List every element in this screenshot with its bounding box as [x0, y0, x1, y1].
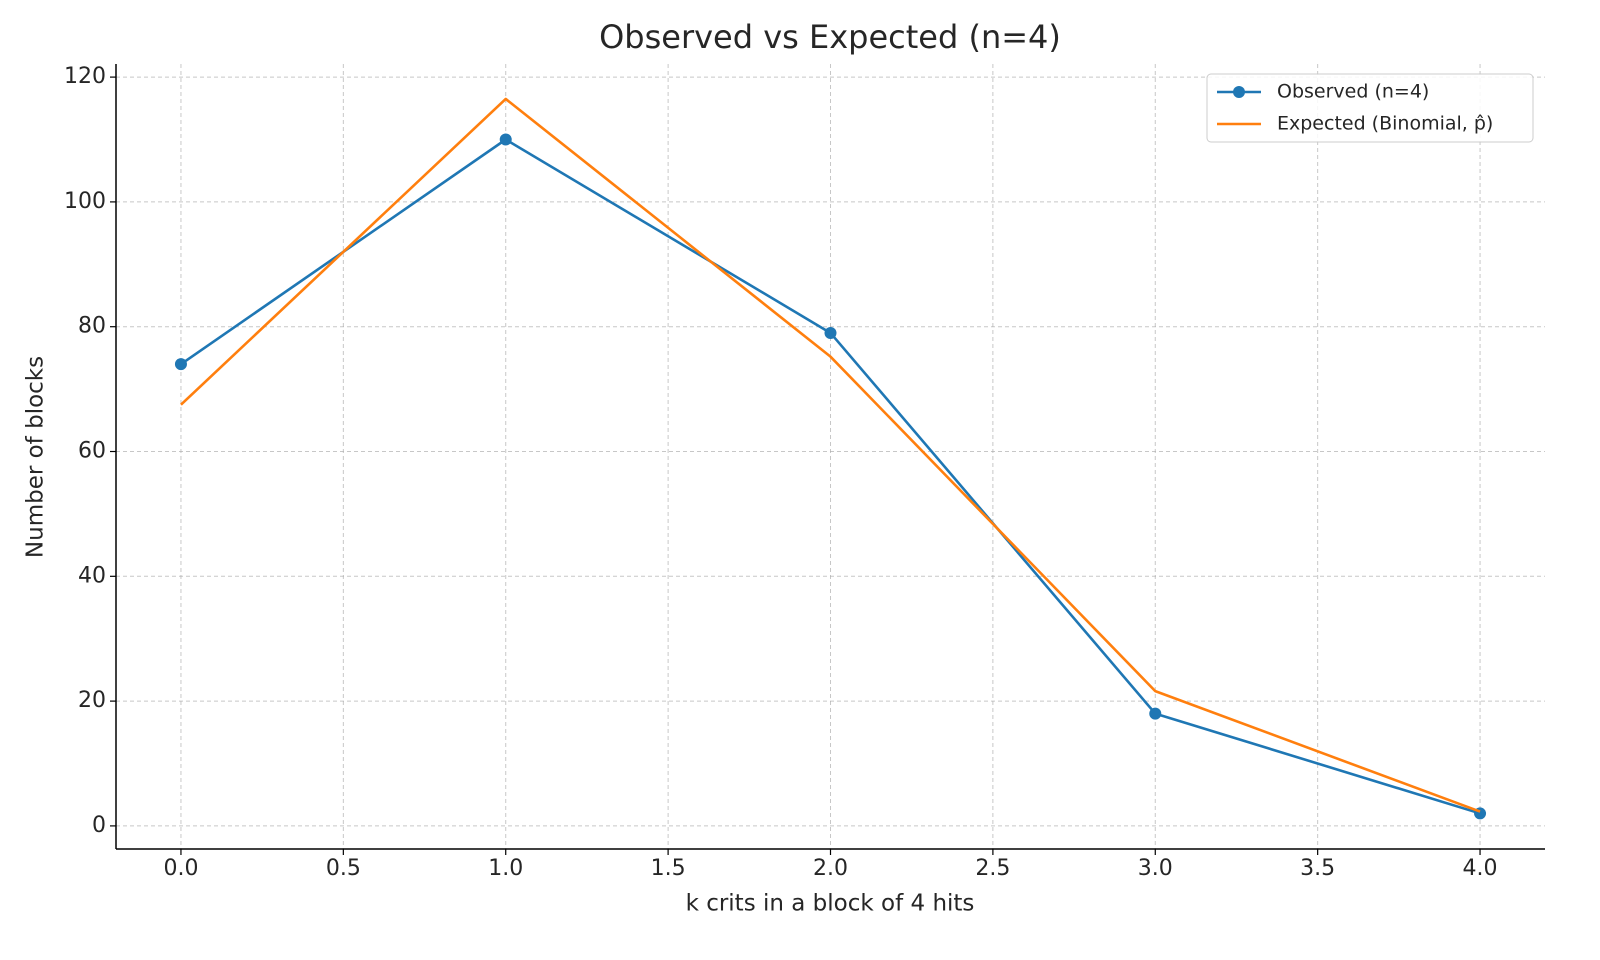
x-tick-label: 2.5 — [975, 856, 1010, 881]
legend-marker — [1233, 86, 1245, 98]
legend-label: Observed (n=4) — [1277, 81, 1429, 103]
x-axis-label: k crits in a block of 4 hits — [686, 891, 975, 917]
data-point — [174, 358, 187, 371]
x-tick-label: 1.5 — [651, 856, 686, 881]
legend-box — [1206, 73, 1534, 143]
legend-label: Expected (Binomial, p̂) — [1277, 113, 1493, 135]
series-line — [180, 97, 1481, 813]
x-tick-label: 3.0 — [1138, 856, 1173, 881]
data-point — [1149, 707, 1162, 720]
y-tick-label: 0 — [92, 813, 106, 838]
x-tick-label: 4.0 — [1463, 856, 1498, 881]
data-point — [824, 326, 837, 339]
legend: Observed (n=4) Expected (Binomial, p̂) — [1206, 73, 1534, 143]
y-tick-label: 40 — [78, 563, 106, 588]
x-tick-label: 2.0 — [813, 856, 848, 881]
x-tick-label: 0.5 — [326, 856, 361, 881]
x-tick-label: 1.0 — [488, 856, 523, 881]
chart-title: Observed vs Expected (n=4) — [599, 18, 1061, 56]
y-tick-label: 120 — [64, 64, 106, 89]
y-tick-label: 20 — [78, 688, 106, 713]
x-tick-label: 0.0 — [163, 856, 198, 881]
x-tick-label: 3.5 — [1300, 856, 1335, 881]
y-tick-label: 60 — [78, 439, 106, 464]
y-tick-label: 100 — [64, 189, 106, 214]
y-tick-label: 80 — [78, 314, 106, 339]
y-axis-label: Number of blocks — [23, 356, 49, 558]
data-point — [499, 133, 512, 146]
